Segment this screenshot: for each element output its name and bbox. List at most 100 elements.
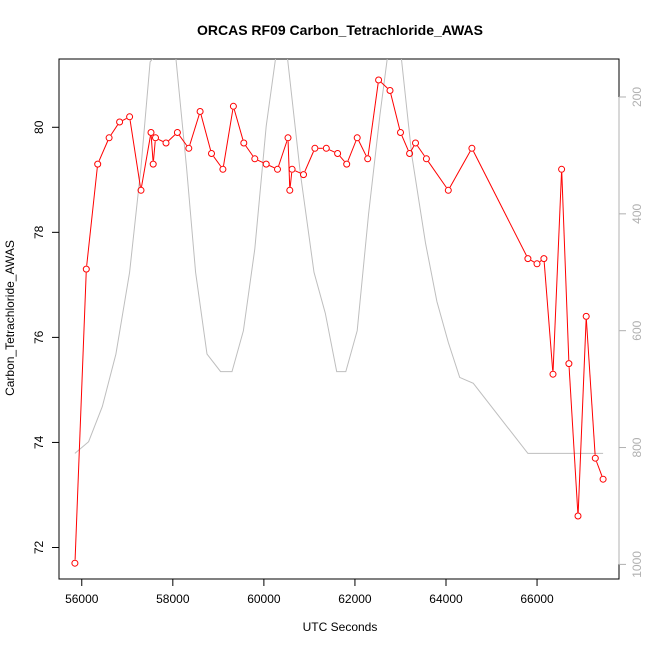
primary-series-segment [552,172,562,371]
data-point [149,160,157,168]
primary-series-segment [449,151,471,188]
primary-series-segment [295,170,301,174]
primary-series-segment [287,141,291,187]
primary-series-segment [74,272,87,560]
primary-series-segment [189,114,200,146]
secondary-y-tick-label: 800 [630,437,644,457]
primary-series-segment [278,140,288,167]
data-point [284,134,292,142]
primary-series-segment [110,124,119,136]
secondary-series [74,59,604,454]
data-point [412,139,419,147]
x-tick-label: 58000 [156,592,190,606]
primary-series-segment [417,145,425,157]
data-point [422,155,430,163]
data-point [137,186,145,194]
data-point [152,134,159,142]
data-point [105,134,113,142]
data-point [94,160,102,168]
y-tick-label: 76 [32,330,46,344]
data-point [147,129,155,136]
data-point [343,160,351,168]
primary-series-segment [539,260,542,263]
primary-series-segment [410,145,415,151]
primary-series-segment [122,117,127,121]
data-point [558,165,566,173]
primary-series-segment [129,120,141,187]
data-point [173,129,181,136]
primary-series-segment [339,155,345,162]
data-point [322,144,330,152]
primary-series-segment [577,319,587,513]
data-point [274,165,281,173]
primary-series-segment [347,140,357,161]
x-tick-label: 60000 [247,592,281,606]
data-point [574,512,582,520]
data-point [582,312,590,320]
data-point [406,150,414,157]
data-point [591,454,599,462]
plot-frame [58,58,620,580]
data-point [565,360,573,368]
data-point [82,265,90,273]
x-axis-label: UTC Seconds [303,620,378,634]
primary-series-segment [568,367,579,513]
primary-series-segment [158,138,164,142]
primary-series-segment [200,114,212,151]
x-tick-label: 66000 [520,592,554,606]
primary-series-segment [380,82,388,89]
primary-series-segment [86,167,98,266]
data-point [71,559,79,567]
primary-series-segment [269,165,275,169]
data-point [334,150,342,157]
data-point [353,134,361,142]
primary-series-segment [543,262,554,371]
primary-series-segment [98,140,109,161]
primary-series-segment [168,134,176,142]
x-tick-label: 62000 [338,592,372,606]
data-point [116,118,124,126]
secondary-y-tick-label: 200 [630,87,644,107]
data-point [364,155,372,163]
x-tick-label: 64000 [429,592,463,606]
data-point [397,129,404,136]
data-point [262,160,270,168]
y-tick-label: 74 [32,435,46,449]
primary-series-segment [585,319,596,455]
data-point [240,139,248,147]
data-point [208,150,215,157]
primary-series-segment [233,109,244,140]
primary-series-segment [473,151,527,256]
data-point [288,165,296,173]
primary-series-segment [178,135,188,146]
primary-series-segment [596,461,603,477]
data-point [549,370,557,378]
secondary-y-tick-label: 600 [630,320,644,340]
data-point [311,144,319,152]
primary-series-segment [223,109,234,166]
secondary-series-line [74,59,604,454]
data-point [444,186,452,194]
data-point [375,76,383,84]
data-point [533,260,541,268]
primary-series-segment [141,135,151,187]
primary-series-segment [561,172,570,361]
data-point [300,171,307,179]
y-axis-label: Carbon_Tetrachloride_AWAS [3,240,17,396]
y-tick-label: 78 [32,225,46,239]
primary-series-segment [530,259,535,263]
primary-series-segment [289,172,293,187]
primary-series-segment [257,159,264,164]
primary-series-segment [304,151,314,172]
data-point [286,186,294,194]
primary-series-segment [329,149,335,153]
primary-series-segment [427,161,447,188]
primary-series-segment [150,135,154,161]
x-tick-label: 56000 [65,592,99,606]
data-point [599,475,607,483]
data-point [126,113,134,121]
primary-series-segment [245,145,254,157]
data-point [524,255,532,263]
secondary-y-tick-label: 400 [630,203,644,223]
